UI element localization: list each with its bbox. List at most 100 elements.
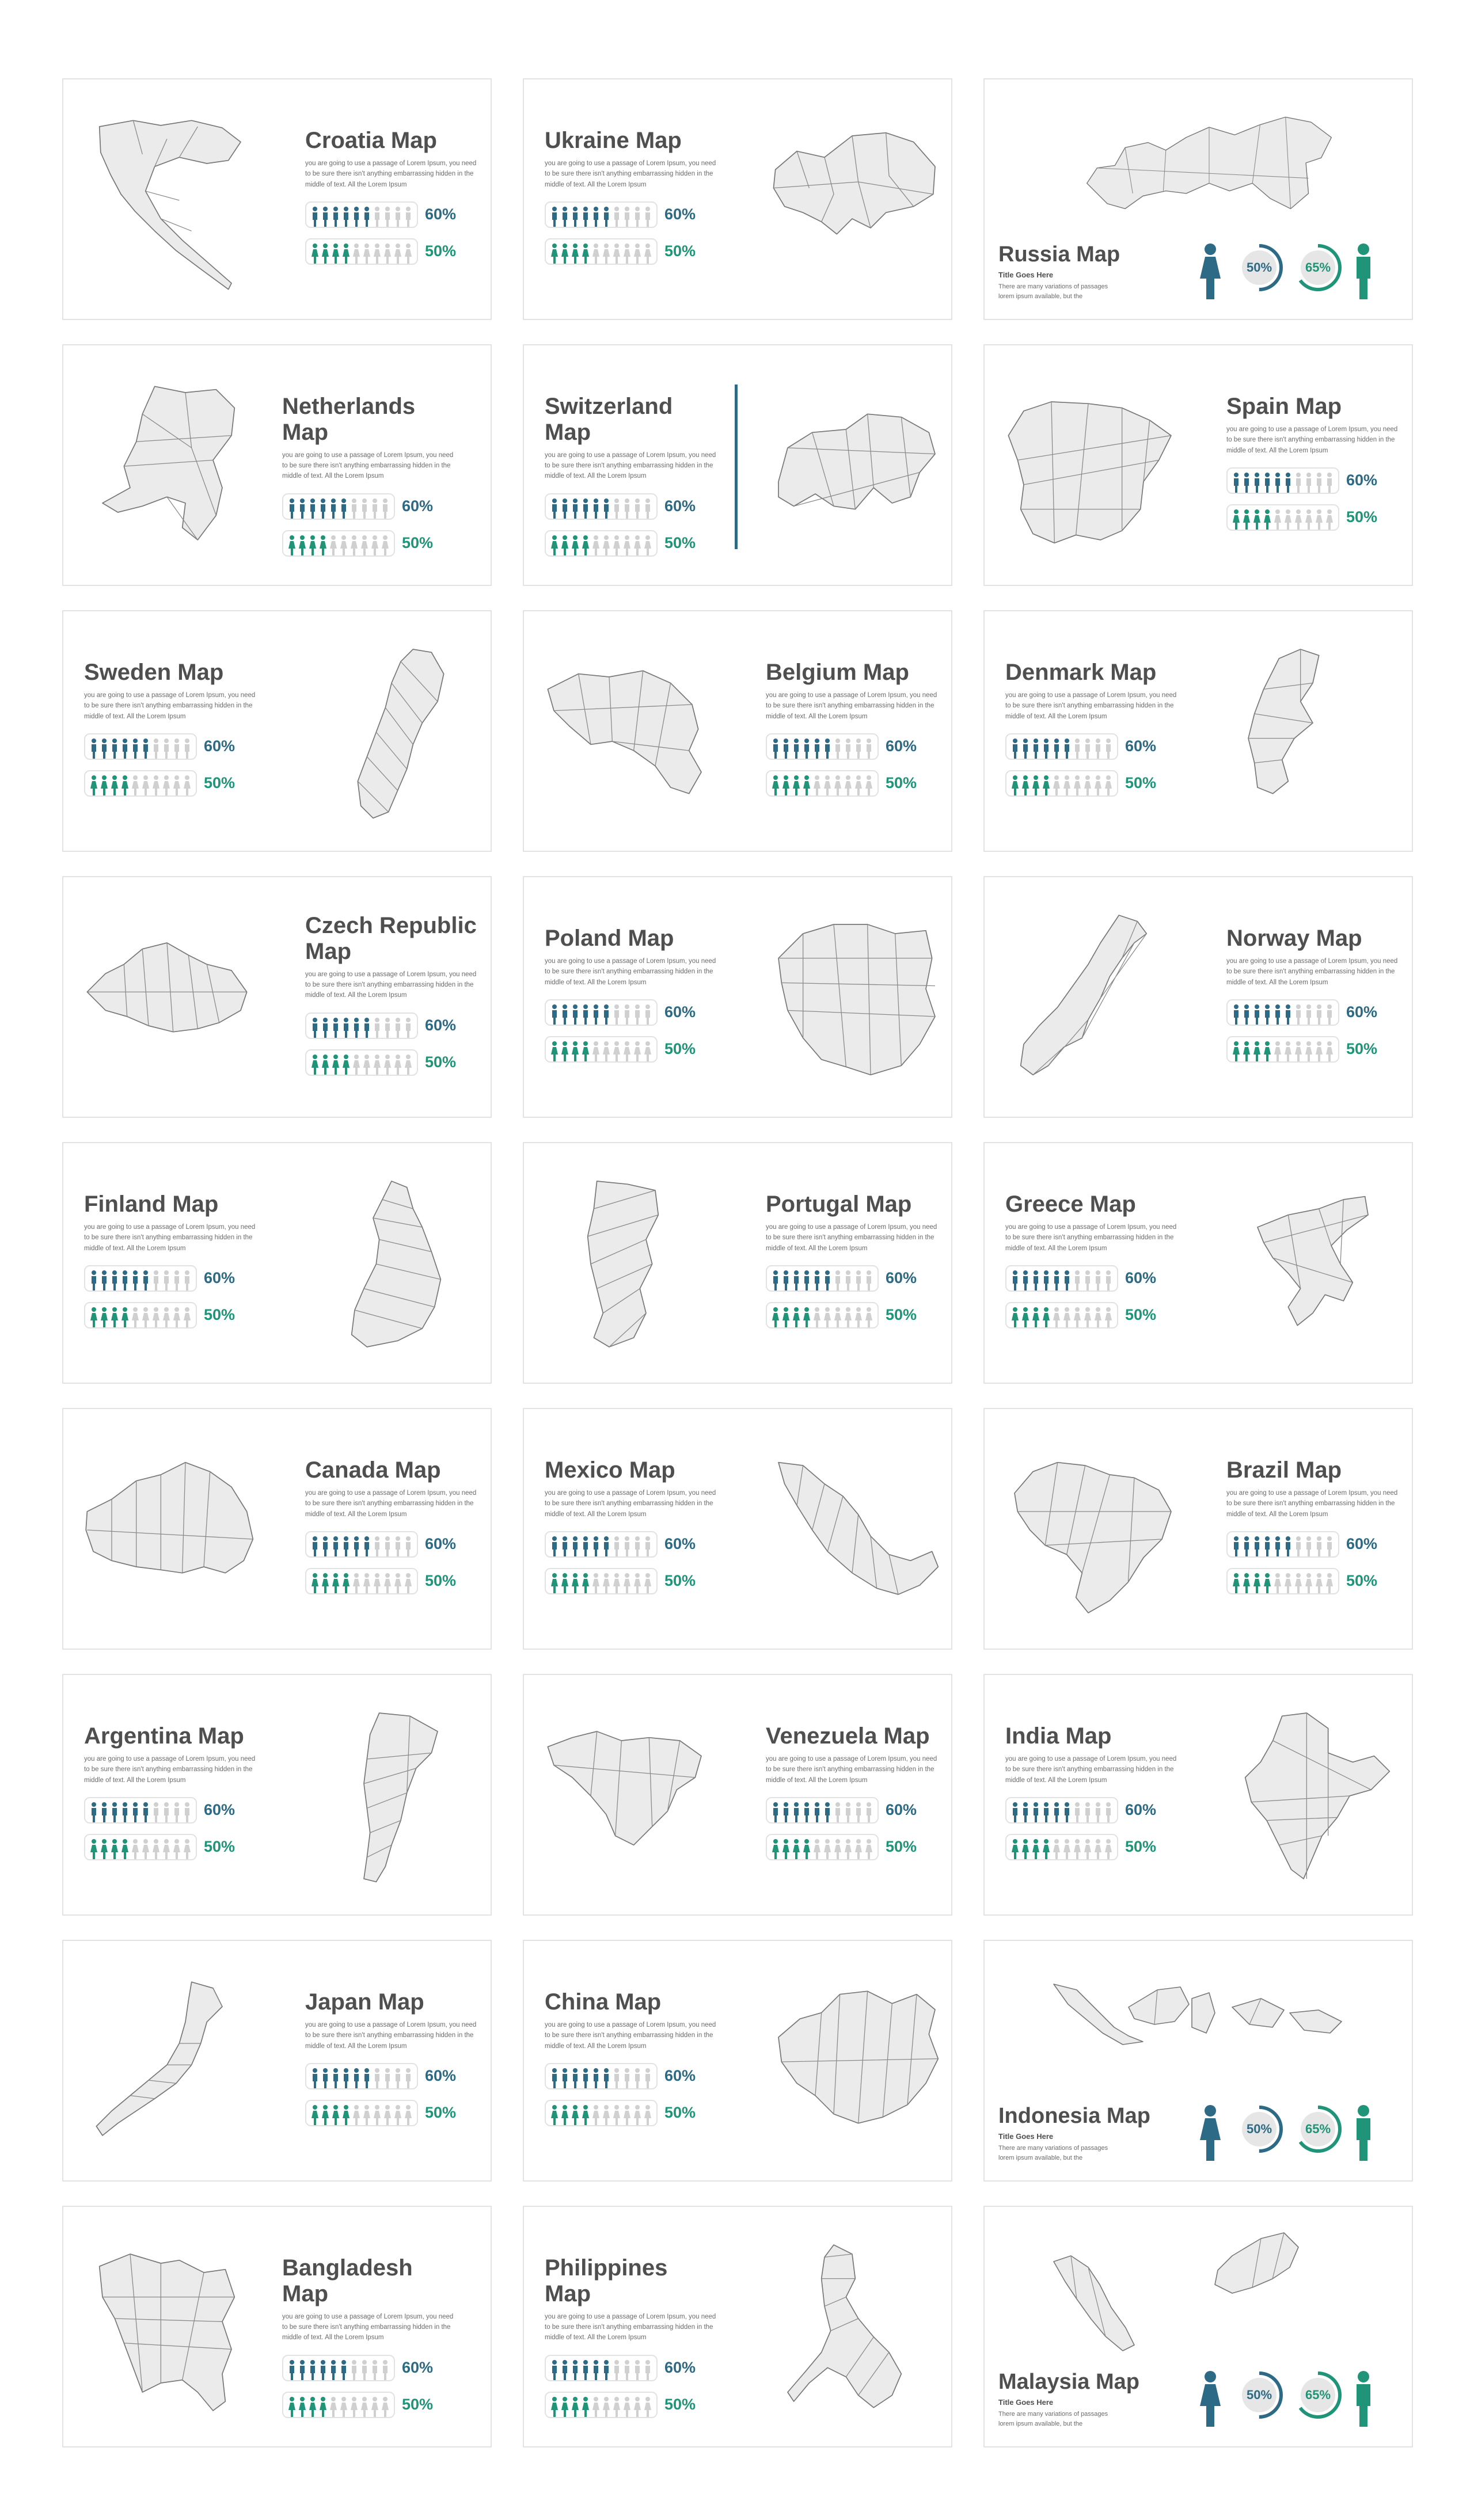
person-icon <box>123 1270 127 1291</box>
people-pictogram <box>84 1833 197 1860</box>
map-slide-argentina[interactable]: Argentina Map you are going to use a pass… <box>62 1674 492 1916</box>
person-icon <box>794 1270 799 1291</box>
person-icon <box>614 1004 619 1025</box>
netherlands-map-shape <box>102 386 235 540</box>
map-slide-china[interactable]: China Map you are going to use a passage … <box>523 1940 952 2182</box>
person-icon <box>634 2396 641 2417</box>
person-icon <box>1096 1270 1100 1291</box>
map-slide-brazil[interactable]: Brazil Map you are going to use a passage… <box>983 1408 1413 1650</box>
percent-label: 60% <box>1346 471 1378 489</box>
male-gauge: 65% <box>1292 2103 1344 2155</box>
person-icon <box>793 775 800 795</box>
card-description: There are many variations of passages lo… <box>998 283 1108 300</box>
person-icon <box>551 2104 558 2125</box>
person-icon <box>331 498 336 519</box>
people-pictogram <box>305 2099 418 2126</box>
malaysia-map-shape <box>1053 2232 1299 2351</box>
teal-people-stat: 50% <box>1005 770 1178 797</box>
person-icon <box>1012 775 1019 795</box>
card-description: you are going to use a passage of Lorem … <box>545 2313 716 2342</box>
map-slide-bangladesh[interactable]: Bangladesh Map you are going to use a pas… <box>62 2206 492 2447</box>
map-slide-sweden[interactable]: Sweden Map you are going to use a passage… <box>62 610 492 852</box>
person-icon <box>1044 1802 1048 1822</box>
person-icon <box>1095 1838 1101 1859</box>
person-icon <box>1275 1004 1280 1025</box>
map-slide-spain[interactable]: Spain Map you are going to use a passage … <box>983 344 1413 586</box>
person-icon <box>563 206 567 227</box>
person-icon <box>332 2104 339 2125</box>
person-icon <box>1022 1307 1029 1327</box>
percent-label: 60% <box>886 737 917 755</box>
people-pictogram <box>1226 467 1339 494</box>
person-icon <box>815 738 819 759</box>
card-info: Croatia Map you are going to use a passag… <box>305 128 478 265</box>
card-info: Bangladesh Map you are going to use a pas… <box>282 2255 455 2418</box>
person-icon <box>614 206 619 227</box>
card-title: Canada Map <box>305 1457 441 1483</box>
map-slide-canada[interactable]: Canada Map you are going to use a passage… <box>62 1408 492 1650</box>
person-icon <box>1013 1802 1017 1822</box>
person-icon <box>343 243 349 264</box>
person-icon <box>311 243 318 264</box>
person-icon <box>563 1004 567 1025</box>
map-slide-belgium[interactable]: Belgium Map you are going to use a passag… <box>523 610 952 852</box>
map-slide-ukraine[interactable]: Ukraine Map you are going to use a passag… <box>523 78 952 320</box>
person-icon <box>635 1536 640 1556</box>
person-icon <box>101 1838 108 1859</box>
card-description: you are going to use a passage of Lorem … <box>84 691 256 720</box>
map-slide-croatia[interactable]: Croatia Map you are going to use a passag… <box>62 78 492 320</box>
person-icon <box>174 1270 179 1291</box>
percent-label: 50% <box>204 774 235 792</box>
person-icon <box>1265 472 1270 493</box>
map-slide-finland[interactable]: Finland Map you are going to use a passag… <box>62 1142 492 1384</box>
person-icon <box>551 2396 558 2417</box>
person-icon <box>344 206 348 227</box>
male-icon <box>1357 243 1370 299</box>
person-icon <box>132 1838 139 1859</box>
map-slide-venezuela[interactable]: Venezuela Map you are going to use a pass… <box>523 1674 952 1916</box>
map-slide-czech[interactable]: Czech Republic Map you are going to use a… <box>62 876 492 1118</box>
card-info: Philippines Map you are going to use a pa… <box>545 2255 717 2418</box>
map-slide-japan[interactable]: Japan Map you are going to use a passage … <box>62 1940 492 2182</box>
map-slide-poland[interactable]: Poland Map you are going to use a passage… <box>523 876 952 1118</box>
card-info: Czech Republic Map you are going to use a… <box>305 913 478 1076</box>
person-icon <box>1054 738 1059 759</box>
map-slide-mexico[interactable]: Mexico Map you are going to use a passage… <box>523 1408 952 1650</box>
person-icon <box>1255 1536 1259 1556</box>
map-slide-switzerland[interactable]: Switzerland Map you are going to use a pa… <box>523 344 952 586</box>
map-slide-russia[interactable]: Russia Map Title Goes Here There are many … <box>983 78 1413 320</box>
teal-people-stat: 50% <box>1226 504 1399 531</box>
person-icon <box>803 1307 810 1327</box>
people-pictogram <box>1226 1567 1339 1594</box>
person-icon <box>384 1573 391 1593</box>
person-icon <box>604 2359 609 2380</box>
person-icon <box>772 1838 779 1859</box>
map-slide-denmark[interactable]: Denmark Map you are going to use a passag… <box>983 610 1413 852</box>
switzerland-map-shape <box>778 413 936 510</box>
blue-people-stat: 60% <box>1226 999 1399 1026</box>
person-icon <box>604 206 609 227</box>
person-icon <box>132 1307 139 1327</box>
person-icon <box>563 498 567 519</box>
person-icon <box>583 1536 588 1556</box>
map-slide-norway[interactable]: Norway Map you are going to use a passage… <box>983 876 1413 1118</box>
map-slide-indonesia[interactable]: Indonesia Map Title Goes Here There are ma… <box>983 1940 1413 2182</box>
map-slide-portugal[interactable]: Portugal Map you are going to use a passa… <box>523 1142 952 1384</box>
map-slide-greece[interactable]: Greece Map you are going to use a passage… <box>983 1142 1413 1384</box>
person-icon <box>552 1004 557 1025</box>
map-slide-india[interactable]: India Map you are going to use a passage … <box>983 1674 1413 1916</box>
teal-people-stat: 50% <box>305 2099 478 2126</box>
person-icon <box>803 775 810 795</box>
person-icon <box>1326 1573 1333 1593</box>
card-description: you are going to use a passage of Lorem … <box>1226 957 1398 986</box>
teal-people-stat: 50% <box>84 770 257 797</box>
person-icon <box>321 2359 325 2380</box>
person-icon <box>309 535 316 555</box>
percent-label: 50% <box>425 1572 457 1590</box>
map-slide-netherlands[interactable]: Netherlands Map you are going to use a pa… <box>62 344 492 586</box>
person-icon <box>856 1270 861 1291</box>
percent-label: 50% <box>664 1040 696 1058</box>
map-slide-malaysia[interactable]: Malaysia Map Title Goes Here There are man… <box>983 2206 1413 2447</box>
teal-people-stat: 50% <box>545 2391 717 2418</box>
map-slide-philippines[interactable]: Philippines Map you are going to use a pa… <box>523 2206 952 2447</box>
